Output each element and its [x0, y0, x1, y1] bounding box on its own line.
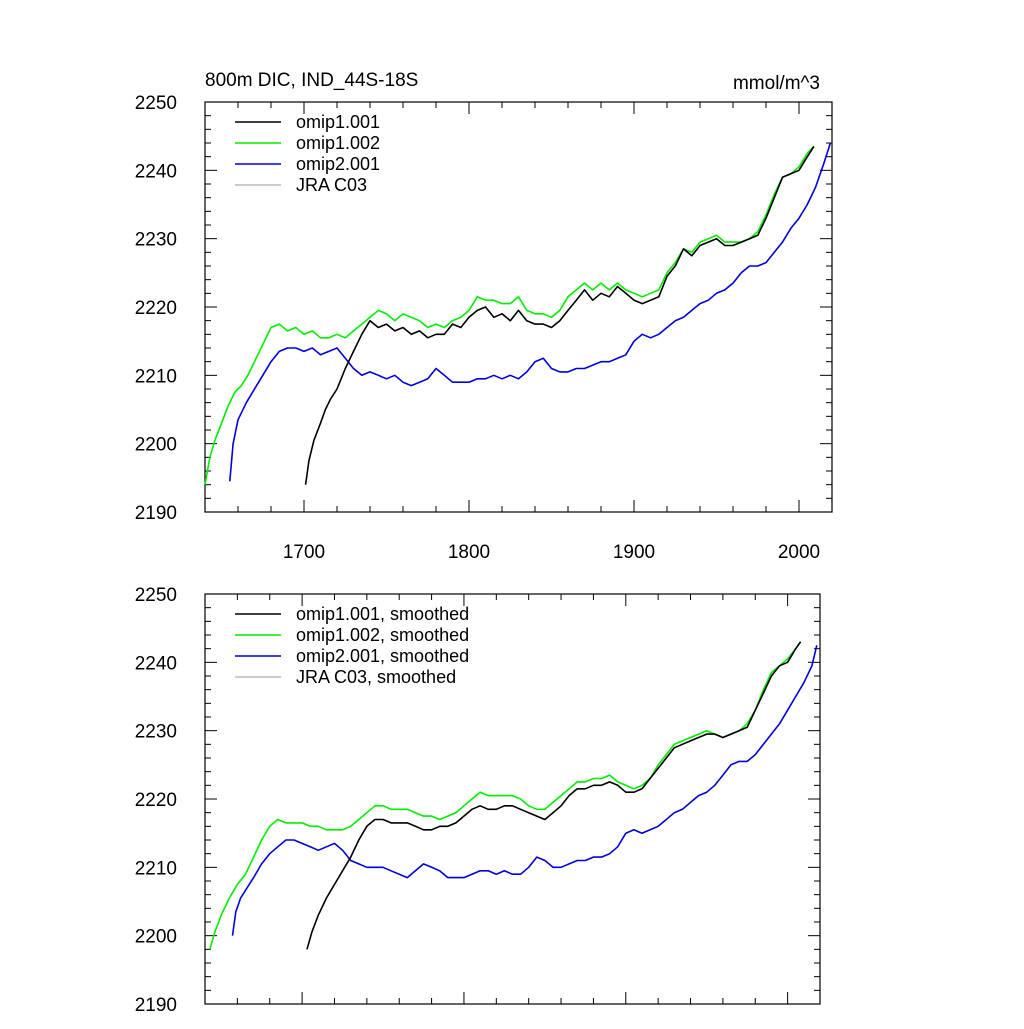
y-tick-label: 2230 — [135, 230, 177, 251]
y-tick-label: 2220 — [135, 790, 177, 811]
legend-label: JRA C03 — [296, 175, 367, 195]
y-tick-label: 2250 — [135, 93, 177, 114]
series-line-2 — [229, 142, 832, 482]
series-line-2 — [231, 645, 818, 936]
legend-label: JRA C03, smoothed — [296, 667, 456, 687]
legend-label: omip2.001 — [296, 154, 380, 174]
series-line-0 — [304, 145, 815, 485]
top-chart-title: 800m DIC, IND_44S-18S — [205, 70, 418, 91]
legend-label: omip1.001, smoothed — [296, 604, 469, 624]
y-tick-label: 2250 — [135, 585, 177, 606]
y-tick-label: 2190 — [135, 503, 177, 524]
series-line-1 — [209, 641, 802, 950]
y-tick-label: 2190 — [135, 995, 177, 1016]
top-chart-units: mmol/m^3 — [733, 73, 820, 94]
legend-label: omip1.001 — [296, 112, 380, 132]
x-tick-label: 2000 — [778, 542, 820, 563]
top-panel: 2190 2200 2210 2220 2230 2240 2250 1700 1800 1900… — [135, 93, 833, 563]
series-line-1 — [204, 145, 815, 485]
x-tick-label: 1800 — [448, 542, 490, 563]
y-tick-label: 2240 — [135, 161, 177, 182]
x-tick-label: 1900 — [613, 542, 655, 563]
y-tick-label: 2240 — [135, 653, 177, 674]
y-tick-label: 2200 — [135, 927, 177, 948]
y-tick-label: 2230 — [135, 722, 177, 743]
y-tick-label: 2210 — [135, 366, 177, 387]
y-tick-label: 2220 — [135, 298, 177, 319]
legend-label: omip2.001, smoothed — [296, 646, 469, 666]
y-tick-label: 2200 — [135, 435, 177, 456]
bottom-panel: 2190 2200 2210 2220 2230 2240 2250 omip1.001, s… — [135, 585, 821, 1016]
x-tick-label: 1700 — [283, 542, 325, 563]
legend-label: omip1.002, smoothed — [296, 625, 469, 645]
y-tick-label: 2210 — [135, 858, 177, 879]
series-line-0 — [306, 641, 802, 950]
legend-label: omip1.002 — [296, 133, 380, 153]
